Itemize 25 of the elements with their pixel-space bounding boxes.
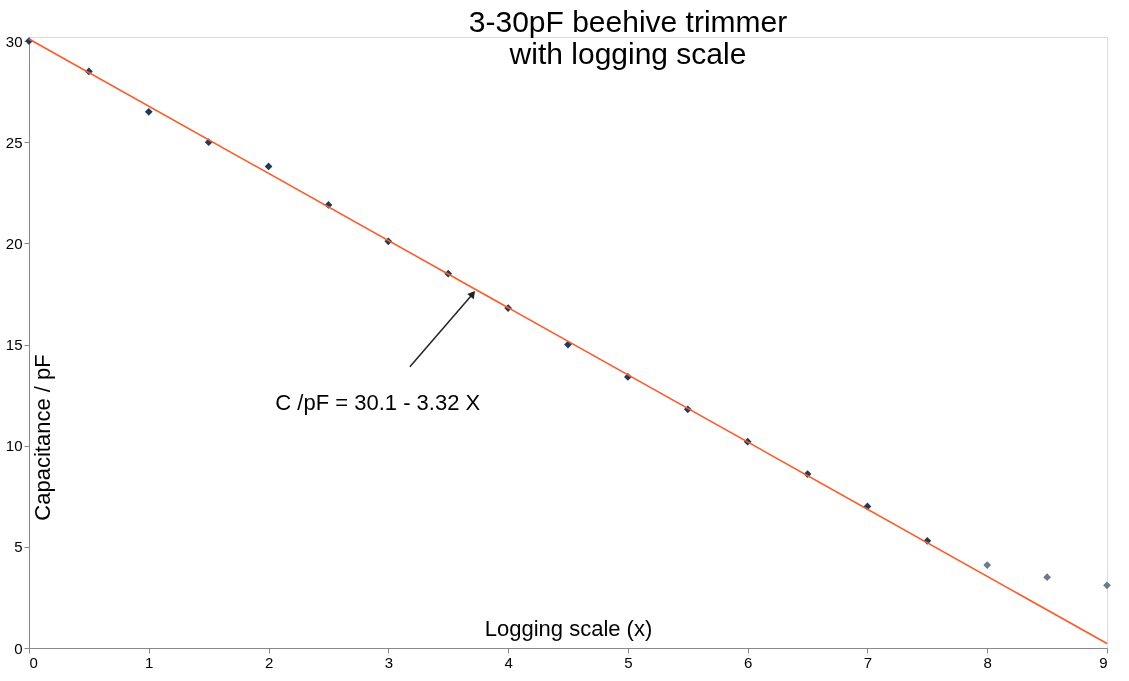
x-tick-label: 5	[624, 653, 633, 671]
point	[144, 107, 153, 116]
y-tick-label: 10	[5, 437, 23, 455]
y-tick-label: 25	[5, 133, 23, 151]
x-tick-label: 6	[743, 653, 753, 671]
y-tick-label: 5	[14, 538, 23, 556]
x-tick-label: 0	[29, 653, 38, 671]
chart-title: 3-30pF beehive trimmer with logging scale	[468, 5, 788, 71]
point	[983, 561, 992, 569]
point	[1043, 573, 1051, 582]
x-tick-label: 1	[145, 653, 154, 671]
x-axis-title: Logging scale (x)	[484, 615, 653, 641]
x-tick-label: 7	[863, 653, 873, 671]
y-tick-label: 15	[5, 336, 23, 354]
y-tick-label: 20	[5, 234, 23, 252]
x-tick-label: 9	[1099, 653, 1108, 671]
point	[1103, 581, 1111, 590]
y-tick-label: 0	[14, 639, 23, 657]
x-tick-label: 3	[384, 653, 394, 671]
x-tick-label: 4	[504, 653, 513, 671]
x-tick-label: 8	[983, 653, 992, 671]
y-axis-title: Capacitance / pF	[29, 354, 55, 521]
y-tick-label: 30	[5, 32, 23, 50]
annotation: C /pF = 30.1 - 3.32 X	[275, 389, 481, 415]
x-tick-label: 2	[264, 653, 274, 671]
